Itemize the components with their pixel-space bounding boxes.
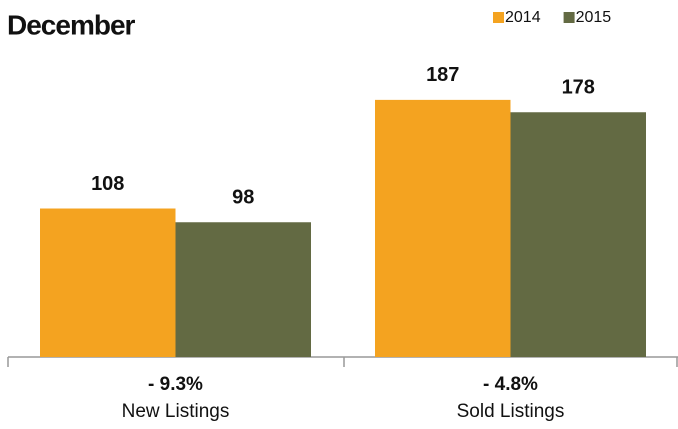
legend-swatch: [563, 12, 575, 23]
legend-label: 2014: [505, 9, 541, 26]
x-tick-label: New Listings: [122, 401, 230, 422]
x-tick-label: Sold Listings: [457, 401, 565, 422]
value-label: 187: [426, 64, 459, 86]
legend-swatch: [493, 12, 504, 23]
bar: [175, 222, 311, 357]
change-label: - 9.3%: [148, 374, 203, 395]
bar: [40, 208, 176, 357]
change-label: - 4.8%: [483, 374, 538, 395]
bar: [510, 112, 646, 357]
legend-label: 2015: [576, 9, 612, 26]
value-label: 98: [232, 187, 254, 209]
bar: [375, 99, 511, 357]
value-label: 178: [562, 77, 595, 99]
value-label: 108: [91, 173, 124, 195]
chart-title: December: [7, 9, 136, 40]
